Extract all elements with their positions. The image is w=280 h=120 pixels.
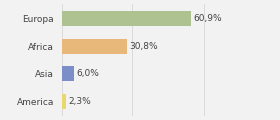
Text: 60,9%: 60,9% (193, 14, 222, 23)
Text: 30,8%: 30,8% (129, 42, 158, 51)
Bar (62, 11, 191, 26)
Bar (62, 39, 127, 54)
Bar (62, 94, 66, 109)
Text: 2,3%: 2,3% (69, 97, 91, 106)
Bar (62, 66, 74, 81)
Text: 6,0%: 6,0% (76, 69, 99, 78)
